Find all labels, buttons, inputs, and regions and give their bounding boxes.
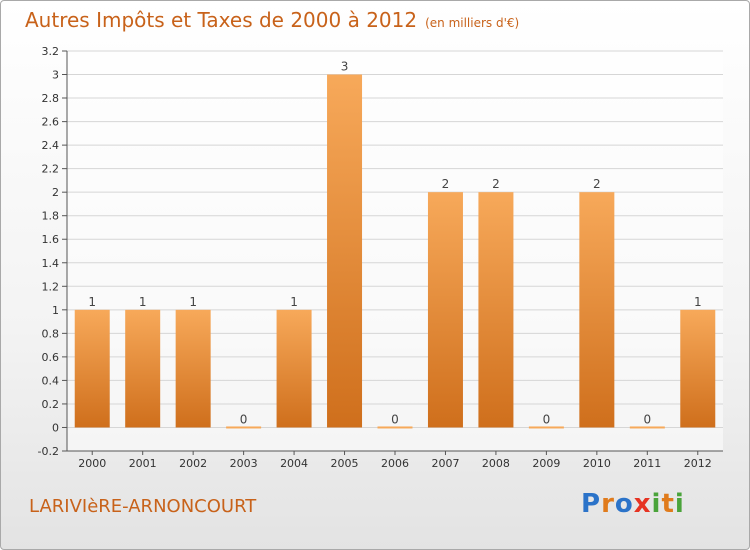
data-label: 1 [694, 295, 702, 309]
x-tick-label: 2008 [482, 457, 510, 470]
data-label: 0 [240, 412, 248, 426]
y-tick-label: 2.2 [42, 163, 60, 176]
x-tick-label: 2005 [331, 457, 359, 470]
data-label: 1 [189, 295, 197, 309]
logo-letter: t [661, 489, 675, 519]
y-tick-label: 1.4 [42, 257, 60, 270]
bar [629, 426, 665, 429]
x-tick-label: 2004 [280, 457, 308, 470]
bar [478, 192, 514, 428]
y-tick-label: 1 [52, 304, 59, 317]
x-tick-label: 2010 [583, 457, 611, 470]
y-tick-label: 2.6 [42, 116, 60, 129]
data-label: 0 [543, 412, 551, 426]
x-tick-label: 2012 [684, 457, 712, 470]
bar [125, 309, 161, 428]
bar [327, 74, 363, 428]
commune-name: LARIVIèRE-ARNONCOURT [29, 496, 257, 517]
x-tick-label: 2003 [230, 457, 258, 470]
bar [528, 426, 564, 429]
y-tick-label: 1.6 [42, 233, 60, 246]
data-label: 1 [88, 295, 96, 309]
y-tick-label: 2.4 [42, 139, 60, 152]
logo-letter: i [651, 489, 662, 519]
bar [276, 309, 312, 428]
y-tick-label: 2.8 [42, 92, 60, 105]
logo-letter: o [614, 489, 634, 519]
data-label: 3 [341, 60, 349, 74]
logo-letter: x [633, 489, 652, 519]
bar [377, 426, 413, 429]
logo-letter: r [601, 489, 615, 519]
data-label: 0 [643, 412, 651, 426]
bar [175, 309, 211, 428]
y-tick-label: 0.6 [42, 351, 60, 364]
x-tick-label: 2002 [179, 457, 207, 470]
title-unit: (en milliers d'€) [425, 16, 520, 30]
bar [74, 309, 110, 428]
y-tick-label: 3 [52, 69, 59, 82]
title-text: Autres Impôts et Taxes de 2000 à 2012 [25, 8, 418, 32]
data-label: 0 [391, 412, 399, 426]
x-tick-label: 2011 [633, 457, 661, 470]
proxiti-logo: Proxiti [581, 489, 685, 519]
bar [226, 426, 262, 429]
x-tick-label: 2006 [381, 457, 409, 470]
data-label: 2 [442, 177, 450, 191]
y-tick-label: 0 [52, 421, 59, 434]
plot-area [67, 51, 723, 451]
data-label: 1 [139, 295, 147, 309]
y-tick-label: 1.8 [42, 210, 60, 223]
x-tick-label: 2000 [78, 457, 106, 470]
logo-letter: P [581, 489, 602, 519]
y-tick-label: 0.2 [42, 398, 60, 411]
data-label: 2 [492, 177, 500, 191]
bar [427, 192, 463, 428]
y-tick-label: 3.2 [42, 45, 60, 58]
y-tick-label: 0.8 [42, 327, 60, 340]
y-tick-label: 0.4 [42, 374, 60, 387]
bar [680, 309, 716, 428]
bar [579, 192, 615, 428]
chart-title: Autres Impôts et Taxes de 2000 à 2012 (en… [25, 8, 519, 32]
x-tick-label: 2001 [129, 457, 157, 470]
y-tick-label: 2 [52, 186, 59, 199]
x-tick-label: 2009 [532, 457, 560, 470]
data-label: 2 [593, 177, 601, 191]
logo-letter: i [674, 489, 685, 519]
data-label: 1 [290, 295, 298, 309]
y-tick-label: -0.2 [38, 445, 59, 458]
y-tick-label: 1.2 [42, 280, 60, 293]
x-tick-label: 2007 [431, 457, 459, 470]
